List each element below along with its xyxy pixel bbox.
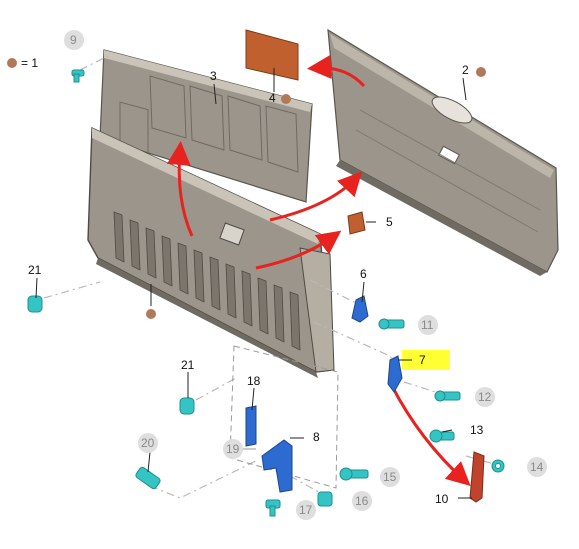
callout-21b: 21 xyxy=(181,358,195,372)
svg-text:6: 6 xyxy=(360,267,367,281)
bolt-15-icon xyxy=(339,467,369,481)
svg-text:3: 3 xyxy=(210,69,217,83)
legend-marker-icon xyxy=(7,58,17,68)
callout-8: 8 xyxy=(313,430,320,444)
bump-stop xyxy=(347,211,366,235)
callout-5: 5 xyxy=(386,215,393,229)
bolt-12-icon xyxy=(434,390,461,402)
bracket-7 xyxy=(387,355,403,393)
callout-7-highlight xyxy=(402,350,450,370)
svg-text:13: 13 xyxy=(470,423,484,437)
callout-19: 19 xyxy=(223,439,256,459)
callout-12: 12 xyxy=(475,387,495,407)
callout-6: 6 xyxy=(360,267,367,281)
svg-text:18: 18 xyxy=(247,374,261,388)
bolt-20-icon xyxy=(135,466,161,490)
svg-text:7: 7 xyxy=(419,353,426,367)
outer-tailgate-panel xyxy=(327,28,559,276)
svg-text:11: 11 xyxy=(421,318,434,332)
callout-21a: 21 xyxy=(28,263,42,277)
bolt-21b-icon xyxy=(179,397,195,415)
svg-text:12: 12 xyxy=(478,390,492,404)
svg-text:10: 10 xyxy=(435,492,449,506)
marker-4-icon xyxy=(281,94,291,104)
callout-11: 11 xyxy=(418,315,438,335)
callout-2: 2 xyxy=(462,63,469,77)
leader-lines xyxy=(35,68,472,499)
svg-text:19: 19 xyxy=(226,442,240,456)
arrow-to-bump-stop xyxy=(255,230,342,270)
bolt-21a-icon xyxy=(27,295,43,313)
callout-16: 16 xyxy=(352,491,372,511)
arrow-to-latch xyxy=(390,385,471,487)
callout-17: 17 xyxy=(296,500,316,520)
svg-text:20: 20 xyxy=(141,436,155,450)
callout-3: 3 xyxy=(210,69,217,83)
latch-rod xyxy=(469,451,485,503)
label-plate xyxy=(245,29,299,81)
svg-text:2: 2 xyxy=(462,63,469,77)
svg-text:16: 16 xyxy=(355,494,369,508)
upper-trim-panel xyxy=(99,49,313,203)
bracket-8 xyxy=(261,439,293,493)
callout-14: 14 xyxy=(527,457,547,477)
callout-7: 7 xyxy=(398,350,450,370)
arrow-to-trim-panel xyxy=(166,141,194,237)
fasteners xyxy=(27,69,505,517)
bracket-6 xyxy=(351,295,369,323)
mounting-region-outline xyxy=(229,345,339,489)
callout-15: 15 xyxy=(380,467,400,487)
legend-text: = 1 xyxy=(21,56,38,70)
marker-2-icon xyxy=(476,67,486,77)
svg-text:14: 14 xyxy=(530,460,544,474)
brown-markers xyxy=(146,67,486,319)
callout-4: 4 xyxy=(269,91,276,105)
callout-20: 20 xyxy=(138,433,158,453)
svg-text:4: 4 xyxy=(269,91,276,105)
legend: = 1 xyxy=(7,56,38,70)
arrow-to-outer-panel xyxy=(269,171,363,222)
hinge-brackets xyxy=(245,295,403,493)
bolt-9-icon xyxy=(71,69,85,83)
bolt-13-icon xyxy=(429,429,455,443)
marker-frame-icon xyxy=(146,309,156,319)
callout-13: 13 xyxy=(470,423,484,437)
washer-14-icon xyxy=(491,459,505,473)
callout-18: 18 xyxy=(247,374,261,388)
assembly-arrows xyxy=(166,55,471,487)
arrow-to-label-plate xyxy=(307,55,366,88)
svg-text:15: 15 xyxy=(383,470,397,484)
svg-text:21: 21 xyxy=(181,358,195,372)
svg-text:5: 5 xyxy=(386,215,393,229)
nut-16-icon xyxy=(317,491,333,507)
svg-text:9: 9 xyxy=(70,33,77,47)
callout-10: 10 xyxy=(435,492,449,506)
bolt-11-icon xyxy=(378,318,405,330)
svg-text:8: 8 xyxy=(313,430,320,444)
callout-9: 9 xyxy=(64,30,84,50)
svg-text:17: 17 xyxy=(299,503,313,517)
bracket-18 xyxy=(245,405,257,447)
svg-text:21: 21 xyxy=(28,263,42,277)
bolt-17-icon xyxy=(265,499,281,517)
